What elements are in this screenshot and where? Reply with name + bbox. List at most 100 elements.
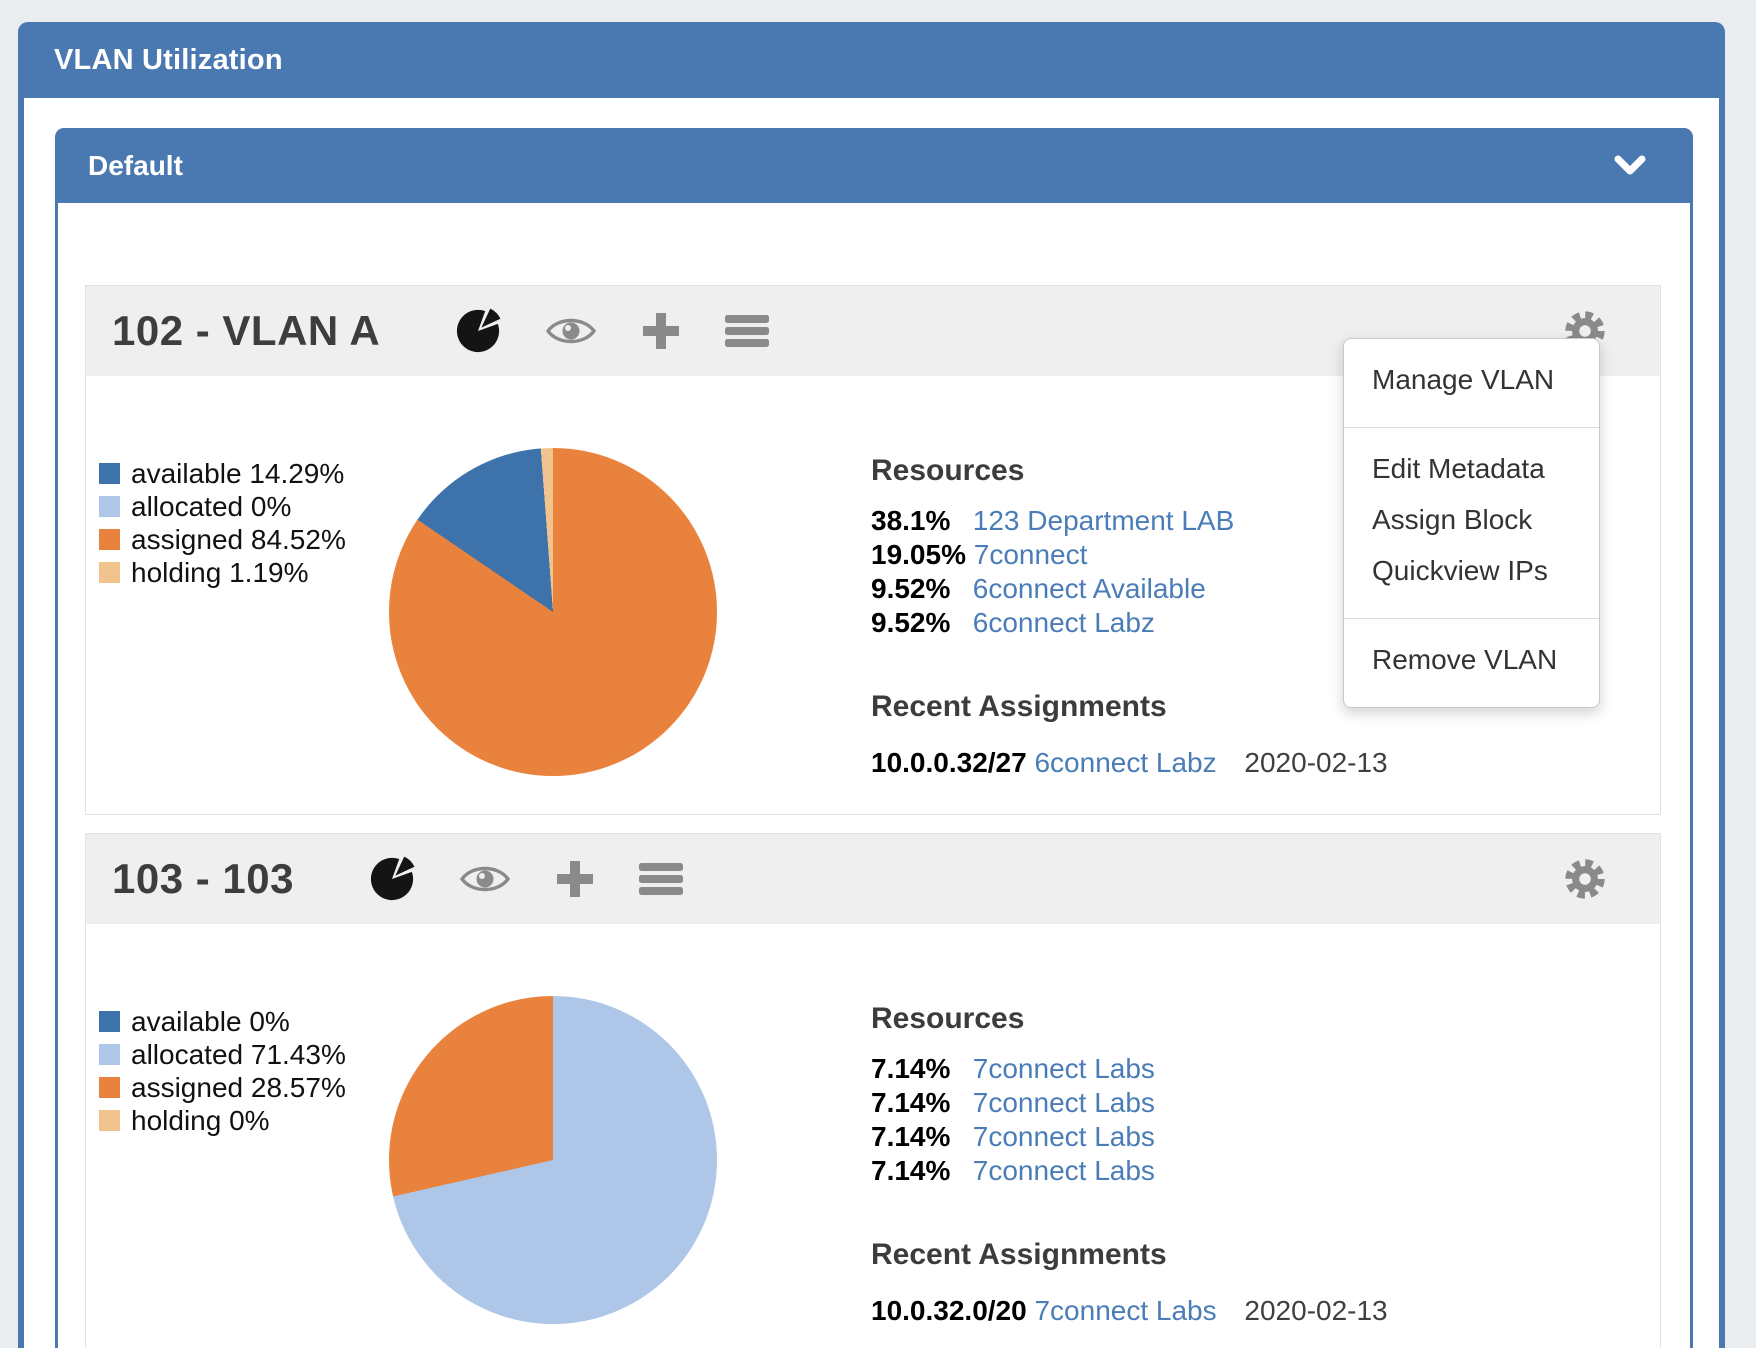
- resource-row: 9.52% 6connect Labz: [871, 606, 1611, 640]
- eye-icon[interactable]: [545, 313, 597, 349]
- pie-legend: available 0% allocated 71.43% assigned 2…: [99, 1006, 346, 1136]
- resource-link[interactable]: 7connect Labs: [972, 1053, 1155, 1084]
- resource-link[interactable]: 7connect: [973, 539, 1088, 570]
- assignment-date: 2020-02-13: [1244, 747, 1388, 778]
- legend-label: assigned 28.57%: [131, 1072, 346, 1103]
- pie-chart-icon[interactable]: [369, 856, 415, 902]
- legend-swatch-available: [99, 1011, 120, 1032]
- menu-group: Manage VLAN: [1344, 339, 1599, 427]
- legend-swatch-holding: [99, 562, 120, 583]
- menu-item-quickview-ips[interactable]: Quickview IPs: [1372, 555, 1548, 586]
- pie-legend: available 14.29% allocated 0% assigned 8…: [99, 458, 346, 588]
- vlan-card-body: available 14.29% allocated 0% assigned 8…: [86, 376, 1660, 814]
- menu-item-manage-vlan[interactable]: Manage VLAN: [1372, 364, 1555, 395]
- gear-icon[interactable]: [1562, 308, 1608, 354]
- group-panel-default: Default 102 - VLAN A: [55, 128, 1693, 1348]
- resource-row: 19.05% 7connect: [871, 538, 1611, 572]
- menu-group: Remove VLAN: [1344, 618, 1599, 707]
- legend-swatch-holding: [99, 1110, 120, 1131]
- menu-item-edit-metadata[interactable]: Edit Metadata: [1372, 453, 1545, 484]
- assignment-link[interactable]: 7connect Labs: [1034, 1295, 1217, 1326]
- gear-icon[interactable]: [1562, 856, 1608, 902]
- vlan-details: Resources 7.14% 7connect Labs 7.14% 7con…: [871, 1002, 1611, 1328]
- resource-pct: 7.14%: [871, 1053, 951, 1084]
- legend-item-available: available 0%: [99, 1006, 346, 1037]
- panel-body: Default 102 - VLAN A: [18, 98, 1725, 1348]
- assignment-row: 10.0.0.32/27 6connect Labz 2020-02-13: [871, 746, 1611, 780]
- resource-link[interactable]: 7connect Labs: [972, 1155, 1155, 1186]
- resource-pct: 7.14%: [871, 1121, 951, 1152]
- resource-link[interactable]: 7connect Labs: [972, 1087, 1155, 1118]
- vlan-title: 102 - VLAN A: [112, 307, 381, 354]
- resource-pct: 7.14%: [871, 1155, 951, 1186]
- vlan-card-header: 103 - 103: [86, 834, 1660, 924]
- legend-item-assigned: assigned 28.57%: [99, 1072, 346, 1103]
- recent-assignments-heading: Recent Assignments: [871, 690, 1167, 723]
- resources-heading: Resources: [871, 1002, 1025, 1035]
- resource-row: 7.14% 7connect Labs: [871, 1120, 1611, 1154]
- eye-icon[interactable]: [459, 861, 511, 897]
- vlan-title: 103 - 103: [112, 855, 294, 902]
- legend-item-available: available 14.29%: [99, 458, 346, 489]
- legend-label: assigned 84.52%: [131, 524, 346, 555]
- utilization-pie-chart[interactable]: [389, 996, 717, 1324]
- plus-icon[interactable]: [555, 859, 595, 899]
- assignment-link[interactable]: 6connect Labz: [1034, 747, 1217, 778]
- vlan-context-menu: Manage VLAN Edit Metadata Assign Block Q…: [1343, 338, 1600, 708]
- resource-pct: 7.14%: [871, 1087, 951, 1118]
- group-header[interactable]: Default: [55, 128, 1693, 203]
- legend-label: available 14.29%: [131, 458, 345, 489]
- menu-group: Edit Metadata Assign Block Quickview IPs: [1344, 427, 1599, 618]
- resource-pct: 9.52%: [871, 573, 951, 604]
- resource-link[interactable]: 123 Department LAB: [972, 505, 1235, 536]
- plus-icon[interactable]: [641, 311, 681, 351]
- menu-item-assign-block[interactable]: Assign Block: [1372, 504, 1533, 535]
- menu-item-remove-vlan[interactable]: Remove VLAN: [1372, 644, 1558, 675]
- resource-link[interactable]: 6connect Labz: [972, 607, 1155, 638]
- assignment-cidr: 10.0.0.32/27: [871, 747, 1027, 778]
- panel-header: VLAN Utilization: [18, 22, 1725, 98]
- legend-label: allocated 71.43%: [131, 1039, 346, 1070]
- group-title: Default: [88, 149, 183, 181]
- vlan-actions: [369, 856, 683, 902]
- legend-label: holding 1.19%: [131, 557, 309, 588]
- legend-swatch-available: [99, 463, 120, 484]
- list-icon[interactable]: [725, 314, 770, 348]
- legend-item-assigned: assigned 84.52%: [99, 524, 346, 555]
- assignment-cidr: 10.0.32.0/20: [871, 1295, 1027, 1326]
- resource-link[interactable]: 7connect Labs: [972, 1121, 1155, 1152]
- legend-swatch-assigned: [99, 1077, 120, 1098]
- legend-swatch-assigned: [99, 529, 120, 550]
- legend-swatch-allocated: [99, 496, 120, 517]
- resource-link[interactable]: 6connect Available: [972, 573, 1206, 604]
- utilization-pie-chart[interactable]: [389, 448, 717, 776]
- resource-row: 9.52% 6connect Available: [871, 572, 1611, 606]
- legend-label: holding 0%: [131, 1105, 270, 1136]
- legend-item-holding: holding 1.19%: [99, 557, 346, 588]
- vlan-card-body: available 0% allocated 71.43% assigned 2…: [86, 924, 1660, 1348]
- pie-chart-icon[interactable]: [455, 308, 501, 354]
- list-icon[interactable]: [638, 862, 683, 896]
- chevron-down-icon[interactable]: [1613, 155, 1647, 177]
- resource-row: 7.14% 7connect Labs: [871, 1086, 1611, 1120]
- legend-item-holding: holding 0%: [99, 1105, 346, 1136]
- assignment-row: 10.0.32.0/20 7connect Labs 2020-02-13: [871, 1294, 1611, 1328]
- resource-pct: 9.52%: [871, 607, 951, 638]
- resource-pct: 38.1%: [871, 505, 951, 536]
- resource-row: 7.14% 7connect Labs: [871, 1052, 1611, 1086]
- legend-item-allocated: allocated 0%: [99, 491, 346, 522]
- resources-heading: Resources: [871, 454, 1025, 487]
- legend-label: available 0%: [131, 1006, 290, 1037]
- recent-assignments-heading: Recent Assignments: [871, 1238, 1167, 1271]
- resource-row: 7.14% 7connect Labs: [871, 1154, 1611, 1188]
- vlan-actions: [455, 308, 770, 354]
- assignment-date: 2020-02-13: [1244, 1295, 1388, 1326]
- resource-pct: 19.05%: [871, 539, 966, 570]
- resource-row: 38.1% 123 Department LAB: [871, 504, 1611, 538]
- page-title: VLAN Utilization: [54, 43, 283, 76]
- legend-label: allocated 0%: [131, 491, 292, 522]
- legend-item-allocated: allocated 71.43%: [99, 1039, 346, 1070]
- legend-swatch-allocated: [99, 1044, 120, 1065]
- vlan-details: Resources 38.1% 123 Department LAB 19.05…: [871, 454, 1611, 780]
